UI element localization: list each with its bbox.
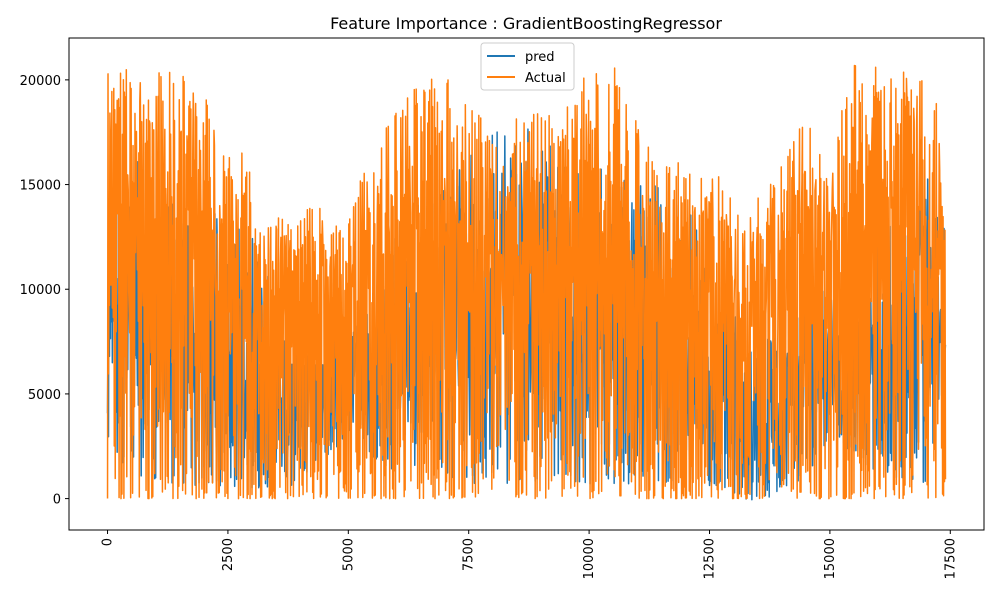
x-tick-label: 0 xyxy=(101,538,116,546)
x-tick-label: 17500 xyxy=(943,538,958,579)
y-tick-label: 5000 xyxy=(28,388,61,403)
y-tick-label: 15000 xyxy=(20,179,61,194)
x-tick-label: 2500 xyxy=(221,538,236,571)
y-tick-label: 0 xyxy=(53,493,61,508)
legend-label-pred: pred xyxy=(525,50,555,65)
plot-area-frame xyxy=(68,37,985,531)
y-axis: 0 5000 10000 15000 20000 xyxy=(20,74,69,508)
y-tick-label: 20000 xyxy=(20,74,61,89)
plot-lines xyxy=(106,64,947,501)
legend-label-actual: Actual xyxy=(525,71,566,86)
x-tick-label: 12500 xyxy=(703,538,718,579)
x-axis: 0 2500 5000 7500 10000 12500 15000 17500 xyxy=(101,530,958,579)
x-tick-label: 7500 xyxy=(462,538,477,571)
legend-box xyxy=(480,42,575,91)
x-tick-label: 5000 xyxy=(341,538,356,571)
series-line-actual xyxy=(106,64,947,500)
x-tick-label: 15000 xyxy=(823,538,838,579)
chart-title: Feature Importance : GradientBoostingReg… xyxy=(330,14,722,33)
legend: pred Actual xyxy=(480,42,575,91)
y-tick-label: 10000 xyxy=(20,283,61,298)
x-tick-label: 10000 xyxy=(582,538,597,579)
